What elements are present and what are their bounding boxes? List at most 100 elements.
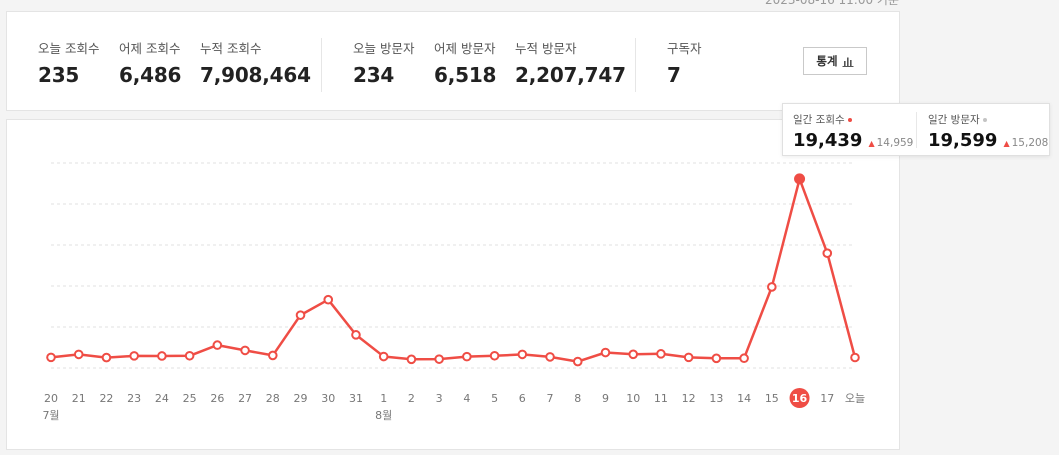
stat-value: 7,908,464 (200, 63, 311, 87)
tooltip-views-label: 일간 조회수 (793, 114, 845, 126)
statistics-button-label: 통계 (816, 54, 838, 68)
x-tick-label: 5 (491, 392, 498, 405)
x-tick-label: 12 (682, 392, 696, 405)
x-tick-label: 30 (321, 392, 335, 405)
x-tick-label: 13 (709, 392, 723, 405)
legend-dot (847, 117, 852, 122)
stat-value: 7 (667, 63, 681, 87)
stat-value: 6,486 (119, 63, 182, 87)
x-tick-label: 29 (294, 392, 308, 405)
stat-total-views: 누적 조회수 7,908,464 (200, 38, 311, 87)
divider (635, 38, 636, 92)
divider (321, 38, 322, 92)
selected-day-marker (789, 388, 810, 408)
tooltip-views: 일간 조회수 19,439 ▲ 14,959 (793, 112, 913, 151)
data-point (157, 351, 167, 361)
stat-label: 어제 조회수 (119, 41, 181, 56)
x-tick-label: 7 (547, 392, 554, 405)
statistics-button[interactable]: 통계 (803, 47, 867, 75)
x-month-label: 8월 (375, 409, 392, 422)
x-tick-label: 31 (349, 392, 363, 405)
data-point (739, 353, 749, 364)
stat-label: 오늘 조회수 (38, 41, 100, 56)
x-tick-label: 24 (155, 392, 169, 405)
stat-label: 오늘 방문자 (353, 41, 415, 56)
x-tick-label: 27 (238, 392, 252, 405)
data-point (351, 330, 361, 340)
stat-label: 어제 방문자 (434, 41, 496, 56)
stat-value: 235 (38, 63, 80, 87)
tooltip-views-value: 19,439 (793, 130, 863, 151)
stat-label: 구독자 (667, 41, 702, 56)
data-point (240, 345, 250, 356)
data-point (628, 349, 639, 360)
data-point (406, 354, 417, 365)
data-point (656, 349, 666, 359)
data-point (572, 356, 583, 367)
increase-arrow-icon: ▲ (1003, 139, 1010, 148)
series-line (50, 177, 857, 363)
data-point (489, 350, 500, 361)
stat-yesterday-visitors: 어제 방문자 6,518 (434, 38, 496, 87)
tooltip-views-delta: 14,959 (876, 137, 914, 149)
data-point (850, 352, 860, 363)
stat-subscribers: 구독자 7 (667, 38, 702, 87)
stat-total-visitors: 누적 방문자 2,207,747 (515, 38, 626, 87)
x-tick-label: 14 (737, 392, 751, 405)
data-point (517, 349, 528, 360)
bar-chart-icon (842, 57, 854, 67)
data-point (434, 354, 444, 364)
tooltip-divider (916, 112, 917, 148)
updated-time-text: 2023-08-16 11:00 기준 (764, 0, 899, 7)
data-point (323, 294, 334, 305)
data-point (212, 340, 223, 350)
data-point (101, 352, 112, 363)
stat-label: 누적 방문자 (515, 41, 577, 56)
legend-dot (982, 117, 987, 122)
chart-tooltip: 일간 조회수 19,439 ▲ 14,959 일간 방문자 19,599 ▲ 15,… (782, 103, 1050, 156)
data-point (767, 282, 777, 292)
stats-summary-panel: 오늘 조회수 235 어제 조회수 6,486 누적 조회수 7,908,464… (6, 11, 900, 111)
stat-value: 6,518 (434, 63, 497, 87)
tooltip-visitors-delta: 15,208 (1011, 137, 1049, 149)
stat-value: 234 (353, 63, 395, 87)
x-tick-label: 9 (602, 392, 609, 405)
data-point (378, 351, 389, 362)
x-tick-label: 17 (820, 392, 834, 405)
data-point (129, 351, 139, 361)
x-tick-label: 11 (654, 392, 668, 405)
x-tick-label: 8 (574, 392, 581, 405)
tooltip-visitors: 일간 방문자 19,599 ▲ 15,208 (928, 112, 1048, 151)
x-tick-label: 2 (408, 392, 415, 405)
x-tick-label: 오늘 (845, 392, 865, 405)
x-tick-label: 3 (436, 392, 443, 405)
x-tick-label: 23 (127, 392, 141, 405)
data-point (822, 248, 833, 258)
data-point (46, 352, 56, 363)
stat-value: 2,207,747 (515, 63, 626, 87)
stat-today-visitors: 오늘 방문자 234 (353, 38, 414, 87)
x-tick-label: 20 (44, 392, 58, 405)
increase-arrow-icon: ▲ (868, 139, 875, 148)
x-tick-label: 1 (380, 392, 387, 405)
x-tick-label: 4 (463, 392, 470, 405)
data-point (600, 347, 611, 358)
x-tick-label: 10 (626, 392, 640, 405)
x-tick-label: 28 (266, 392, 280, 405)
x-month-label: 7월 (42, 409, 59, 422)
chart-panel: 20 21 22 23 24 25 26 27 28 29 30 31 1 2 3 4 5 6 7 8 9 10 11 12 1… (6, 119, 900, 450)
stat-label: 누적 조회수 (200, 41, 262, 56)
data-point (545, 352, 555, 362)
daily-views-line-chart: 20 21 22 23 24 25 26 27 28 29 30 31 1 2 3 4 5 6 7 8 9 10 11 12 1… (42, 162, 865, 422)
x-tick-label: 21 (72, 392, 86, 405)
stat-today-views: 오늘 조회수 235 (38, 38, 99, 87)
tooltip-visitors-value: 19,599 (928, 130, 998, 151)
x-tick-label: 15 (765, 392, 779, 405)
x-tick-label: 26 (210, 392, 224, 405)
tooltip-visitors-label: 일간 방문자 (928, 114, 980, 126)
x-tick-label: 16 (792, 392, 808, 405)
data-point (794, 173, 806, 185)
data-point (267, 350, 278, 361)
data-point (295, 310, 306, 320)
data-point (73, 349, 84, 360)
